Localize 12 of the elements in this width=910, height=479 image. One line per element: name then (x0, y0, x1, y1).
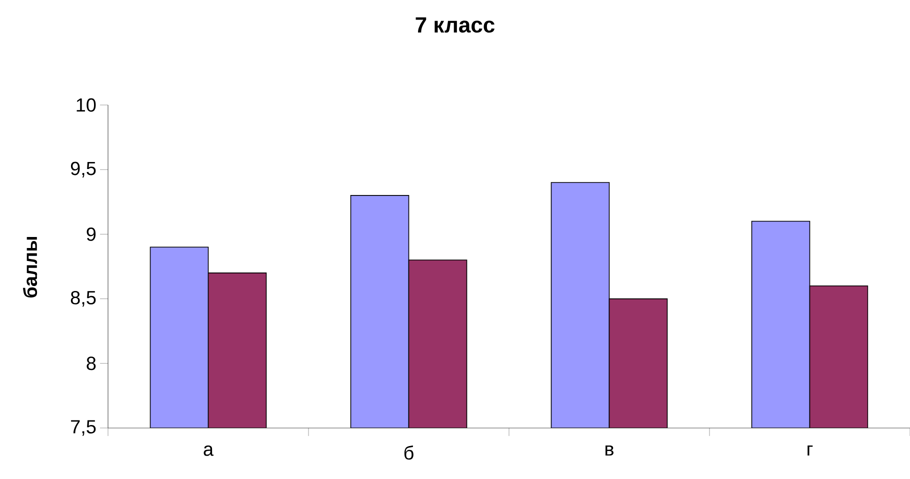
x-tick-label: а (204, 446, 214, 456)
y-axis-title: баллы (22, 236, 38, 298)
y-tick-label: 7,5 (71, 420, 96, 436)
x-tick-label: в (606, 446, 614, 456)
y-tick-label: 8 (86, 356, 96, 370)
chart-title: 7 класс (416, 17, 494, 33)
y-tick-label: 9,5 (70, 162, 96, 178)
y-tick-label: 10 (76, 98, 96, 112)
y-tick-label: 8,5 (70, 290, 96, 307)
y-tick-label: 9 (86, 227, 96, 241)
x-tick-label: б (404, 446, 414, 460)
x-tick-label: г (808, 446, 813, 456)
